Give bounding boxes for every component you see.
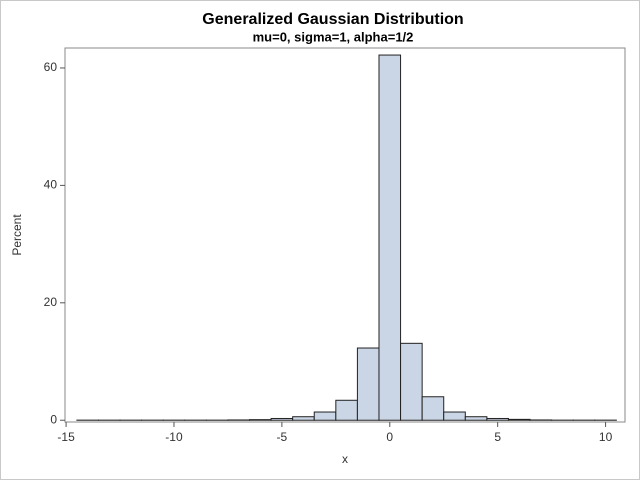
x-tick-label: 10 [599, 430, 613, 444]
chart-subtitle: mu=0, sigma=1, alpha=1/2 [253, 29, 414, 44]
x-tick-label: 0 [386, 430, 393, 444]
x-tick-label: -15 [57, 430, 75, 444]
y-tick-label: 20 [44, 295, 58, 309]
y-tick-label: 40 [44, 178, 58, 192]
x-tick-label: -5 [277, 430, 288, 444]
bar [250, 420, 272, 421]
bar [487, 418, 509, 420]
y-axis-label: Percent [10, 214, 24, 256]
bar [465, 417, 487, 421]
bar [336, 400, 358, 420]
bar [508, 419, 530, 420]
bar [314, 412, 336, 420]
bar [444, 412, 466, 420]
chart-title: Generalized Gaussian Distribution [202, 11, 463, 28]
x-tick-label: 5 [494, 430, 501, 444]
y-tick-label: 0 [50, 412, 57, 426]
bar [293, 417, 315, 421]
bar [271, 418, 293, 420]
y-tick-label: 60 [44, 60, 58, 74]
bar [422, 397, 444, 420]
bar [401, 343, 423, 420]
x-tick-label: -10 [165, 430, 183, 444]
bar [357, 348, 379, 420]
bar [379, 55, 401, 420]
x-axis-label: x [342, 452, 348, 466]
